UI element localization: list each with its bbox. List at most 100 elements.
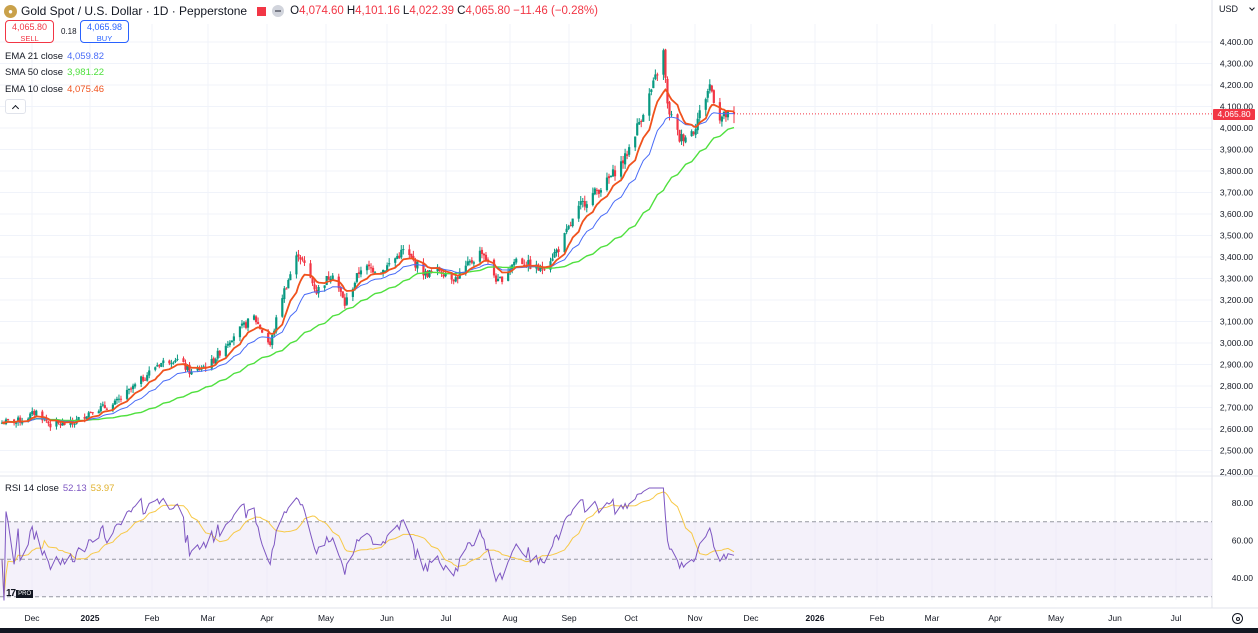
gear-icon[interactable]: [1232, 613, 1243, 624]
candle-body: [430, 271, 433, 273]
candle-body: [254, 316, 258, 323]
candle-body: [682, 134, 685, 141]
candle-body: [49, 423, 52, 428]
candle-body: [581, 200, 584, 202]
candle-body: [269, 341, 272, 346]
buy-button[interactable]: 4,065.98 BUY: [80, 20, 129, 43]
time-tick-label: Dec: [743, 613, 759, 623]
candle-body: [408, 249, 411, 255]
candle-body: [140, 376, 143, 384]
symbol-header: ● Gold Spot / U.S. Dollar · 1D · Peppers…: [4, 3, 601, 19]
candle-body: [529, 259, 532, 269]
candle-body: [45, 418, 48, 422]
candle-body: [684, 137, 687, 143]
candle-body: [230, 340, 233, 343]
sell-button[interactable]: 4,065.80 SELL: [5, 20, 54, 43]
candle-body: [583, 201, 586, 207]
candle-body: [692, 132, 695, 134]
candle-body: [154, 367, 157, 370]
time-tick-label: May: [1048, 613, 1065, 623]
candle-body: [640, 120, 643, 122]
candle-body: [21, 421, 24, 424]
chevron-down-icon: [1249, 5, 1255, 11]
indicator-ema21[interactable]: EMA 21 close 4,059.82: [5, 51, 104, 62]
candle-body: [386, 265, 389, 272]
indicator-value: 4,075.46: [67, 84, 105, 95]
price-tick-label: 3,700.00: [1220, 188, 1253, 198]
indicator-ema10[interactable]: EMA 10 close 4,075.46: [5, 84, 104, 95]
candle-body: [626, 154, 629, 156]
candle-body: [162, 360, 165, 364]
time-tick-label: Feb: [145, 613, 160, 623]
time-tick-label: Mar: [201, 613, 216, 623]
close-label: C: [457, 5, 466, 17]
price-tick-label: 3,300.00: [1220, 274, 1253, 284]
candle-body: [355, 273, 359, 282]
candle-body: [563, 233, 566, 253]
open-value: 4,074.60: [299, 5, 344, 17]
candle-body: [168, 360, 171, 364]
candle-body: [160, 362, 163, 367]
candle-body: [133, 384, 137, 387]
candle-body: [464, 265, 467, 273]
time-tick-label: Dec: [24, 613, 40, 623]
high-value: 4,101.16: [355, 5, 400, 17]
candle-body: [367, 264, 371, 267]
rsi-legend[interactable]: RSI 14 close 52.13 53.97: [5, 483, 114, 494]
price-tick-label: 4,300.00: [1220, 59, 1253, 69]
logo-badge: PRO: [16, 589, 34, 598]
indicator-sma50[interactable]: SMA 50 close 3,981.22: [5, 67, 104, 78]
candle-body: [513, 261, 516, 266]
candle-body: [494, 275, 498, 282]
price-tick-label: 2,400.00: [1220, 467, 1253, 477]
gold-coin-icon[interactable]: ●: [4, 4, 17, 18]
candle-body: [567, 226, 570, 229]
candle-body: [593, 188, 596, 195]
candle-body: [507, 271, 510, 281]
candle-body: [628, 147, 631, 155]
candle-body: [698, 110, 701, 119]
candle-body: [678, 129, 681, 142]
candle-body: [400, 249, 403, 258]
collapse-legend-button[interactable]: [5, 99, 26, 114]
candle-body: [6, 419, 10, 421]
candle-body: [345, 297, 348, 305]
candle-body: [115, 398, 119, 401]
candle-body: [365, 265, 369, 271]
candle-body: [732, 111, 736, 114]
candle-body: [283, 288, 286, 300]
time-tick-label: Sep: [561, 613, 576, 623]
ema21-line: [1, 112, 734, 424]
candle-body: [382, 270, 385, 274]
candle-body: [218, 350, 221, 356]
tradingview-logo[interactable]: 17 PRO: [6, 588, 34, 599]
candle-body: [394, 258, 397, 263]
time-tick-label: Oct: [624, 613, 638, 623]
price-tick-label: 3,400.00: [1220, 252, 1253, 262]
ohlc-toggle-icon[interactable]: [272, 5, 285, 17]
candle-body: [636, 123, 639, 136]
candle-body: [662, 50, 665, 75]
buy-price: 4,065.98: [86, 22, 123, 32]
candle-body: [176, 358, 179, 360]
symbol-title[interactable]: Gold Spot / U.S. Dollar · 1D · Peppersto…: [21, 4, 248, 18]
candle-body: [466, 261, 469, 266]
candle-body: [182, 358, 185, 363]
candle-body: [295, 255, 298, 275]
high-label: H: [346, 5, 356, 17]
indicator-name: EMA 21 close: [5, 51, 64, 62]
candle-body: [216, 350, 219, 359]
time-tick-label: Mar: [925, 613, 940, 623]
candle-body: [555, 249, 558, 253]
sell-label: SELL: [20, 34, 39, 43]
currency-selector[interactable]: USD: [1219, 4, 1255, 14]
candle-body: [172, 362, 175, 364]
candle-body: [718, 102, 721, 121]
candle-body: [170, 363, 173, 365]
candle-body: [410, 253, 413, 258]
candle-body: [472, 262, 475, 264]
time-tick-label: 2026: [806, 613, 825, 623]
flag-icon[interactable]: [257, 6, 267, 16]
